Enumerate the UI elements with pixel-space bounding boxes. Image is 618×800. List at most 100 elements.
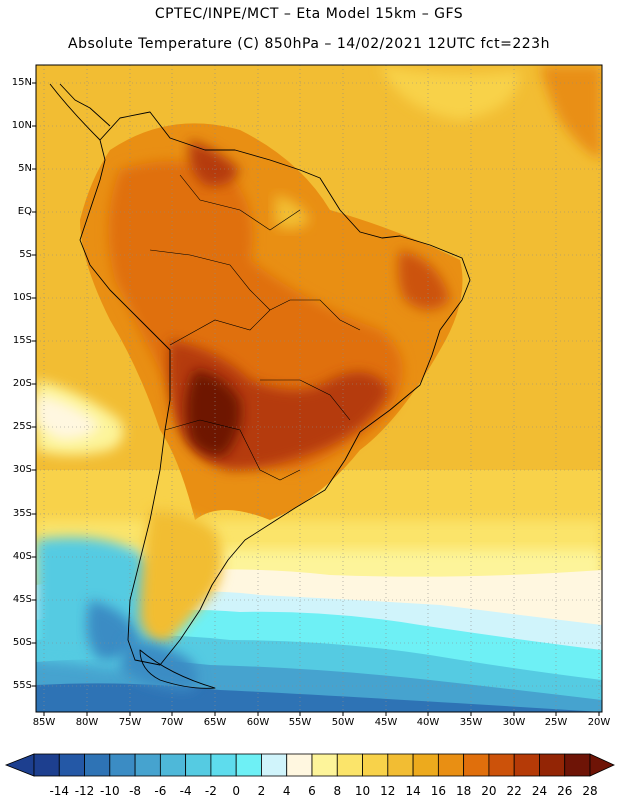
patagonia-warm (140, 510, 223, 643)
colorbar-label: 26 (557, 784, 573, 798)
lon-label: 25W (544, 717, 568, 728)
lon-label: 65W (203, 717, 227, 728)
lat-label: 20S (12, 378, 32, 389)
lat-label: 45S (12, 594, 32, 605)
colorbar-swatch (311, 753, 338, 777)
lon-label: 60W (246, 717, 270, 728)
colorbar-label: 18 (455, 784, 472, 798)
lon-label: 30W (502, 717, 526, 728)
country-borders (149, 174, 361, 481)
colorbar-label: 6 (308, 784, 316, 798)
colorbar-swatch (210, 753, 237, 777)
chart-title: CPTEC/INPE/MCT – Eta Model 15km – GFS (154, 6, 464, 22)
colorbar-swatch (134, 753, 161, 777)
lat-label: 15N (11, 77, 32, 88)
colorbar-label: -8 (129, 784, 142, 798)
lon-label: 20W (587, 717, 611, 728)
colorbar (4, 753, 615, 777)
lon-label: 80W (75, 717, 99, 728)
lon-label: 45W (374, 717, 398, 728)
tierra-del-fuego (139, 649, 216, 689)
atlantic-warm (540, 65, 602, 160)
colorbar-arrow-high (589, 753, 615, 777)
band-minus10 (36, 683, 602, 712)
lat-label: 40S (12, 551, 32, 562)
lat-label: 55S (12, 680, 32, 691)
colorbar-swatch (564, 753, 591, 777)
atlantic-cooler (380, 65, 520, 120)
lon-ticks (43, 712, 600, 716)
colorbar-swatch (387, 753, 414, 777)
temperature-field (36, 65, 602, 712)
colorbar-swatch (412, 753, 439, 777)
coastline (49, 83, 471, 689)
colorbar-label: 10 (354, 784, 371, 798)
colorbar-swatch (463, 753, 490, 777)
colorbar-arrow-low (4, 753, 35, 777)
lat-ticks (32, 82, 36, 687)
lat-label: 25S (12, 421, 32, 432)
colorbar-label: -6 (154, 784, 167, 798)
colorbar-swatch (84, 753, 111, 777)
colorbar-label: 4 (282, 784, 291, 798)
colorbar-label: -4 (179, 784, 192, 798)
lat-label: 10S (12, 292, 32, 303)
colorbar-label: 12 (380, 784, 396, 798)
lat-label: 10N (11, 120, 32, 131)
chart-subtitle: Absolute Temperature (C) 850hPa – 14/02/… (68, 36, 550, 52)
colorbar-label: -2 (204, 784, 217, 798)
colorbar-label: 22 (506, 784, 522, 798)
colorbar-label: 0 (232, 784, 240, 798)
map-frame (35, 64, 603, 713)
northeast-hot (398, 250, 450, 310)
border-paraguay (260, 379, 351, 421)
border-argentina (164, 419, 301, 481)
colorbar-label: -10 (100, 784, 120, 798)
colorbar-label: -14 (49, 784, 70, 798)
lat-label: 15S (12, 335, 32, 346)
lat-label: 35S (12, 508, 32, 519)
lat-label: 5S (19, 249, 32, 260)
lon-label: 40W (416, 717, 440, 728)
colorbar-label: -12 (74, 784, 95, 798)
colorbar-swatch (58, 753, 85, 777)
colorbar-swatch (286, 753, 313, 777)
lat-label: 5N (18, 163, 32, 174)
lon-label: 75W (118, 717, 142, 728)
colorbar-label: 20 (481, 784, 497, 798)
venezuela-hot (189, 140, 240, 186)
chaco-core (186, 370, 241, 456)
colorbar-swatch (109, 753, 136, 777)
lon-label: 35W (459, 717, 483, 728)
colorbar-swatch (33, 753, 60, 777)
border-venezuela (179, 174, 301, 231)
colorbar-label: 14 (405, 784, 421, 798)
lat-label: 50S (12, 637, 32, 648)
lon-label: 50W (331, 717, 355, 728)
colorbar-swatch (261, 753, 288, 777)
colorbar-swatch (437, 753, 465, 777)
south-america-outline (49, 83, 471, 666)
colorbar-swatch (185, 753, 212, 777)
colorbar-swatch (336, 753, 363, 777)
colorbar-swatch (235, 753, 262, 777)
lon-label: 70W (160, 717, 184, 728)
colorbar-label: 2 (257, 784, 266, 798)
lat-label: 30S (12, 464, 32, 475)
colorbar-label: 16 (430, 784, 446, 798)
colorbar-label: 24 (531, 784, 548, 798)
colorbar-label: 28 (582, 784, 598, 798)
lat-label: EQ (17, 206, 32, 217)
colorbar-label: 8 (333, 784, 342, 798)
lon-label: 85W (32, 717, 56, 728)
pacific-cooler (36, 395, 100, 440)
colorbar-swatch (513, 753, 540, 777)
colorbar-swatch (362, 753, 389, 777)
lon-label: 55W (288, 717, 312, 728)
colorbar-swatch (539, 753, 566, 777)
central-america-coast (59, 83, 111, 127)
colorbar-swatch (488, 753, 515, 777)
colorbar-swatch (159, 753, 187, 777)
border-bolivia-brazil (169, 299, 361, 346)
